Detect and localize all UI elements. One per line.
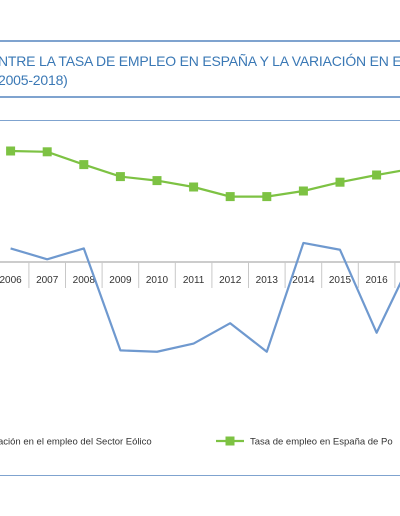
x-tick-label: 2013 xyxy=(256,275,279,286)
legend-label-wind-employment: ación en el empleo del Sector Eólico xyxy=(0,437,152,448)
chart-title-line-2: 2005-2018) xyxy=(0,72,68,88)
employment-rate-marker xyxy=(6,146,16,156)
legend-label-employment-rate: Tasa de empleo en España de Po xyxy=(250,437,393,448)
employment-rate-marker xyxy=(115,172,125,182)
chart-title-line-1: NTRE LA TASA DE EMPLEO EN ESPAÑA Y LA VA… xyxy=(0,53,400,69)
employment-rate-marker xyxy=(262,192,272,202)
title-box xyxy=(0,40,400,98)
employment-rate-marker xyxy=(42,147,52,157)
employment-rate-marker xyxy=(372,170,382,180)
x-tick-label: 2008 xyxy=(73,275,96,286)
x-tick-label: 2006 xyxy=(0,275,22,286)
employment-rate-marker xyxy=(225,192,235,202)
x-tick-label: 2009 xyxy=(109,275,132,286)
legend-swatch-employment-rate-marker xyxy=(225,436,235,446)
employment-rate-marker xyxy=(298,186,308,196)
employment-rate-marker xyxy=(189,182,199,192)
x-tick-label: 2014 xyxy=(292,275,315,286)
employment-rate-marker xyxy=(79,160,89,170)
employment-rate-marker xyxy=(335,177,345,187)
x-tick-label: 2010 xyxy=(146,275,169,286)
x-tick-label: 2016 xyxy=(365,275,388,286)
x-tick-label: 2012 xyxy=(219,275,242,286)
series-line-wind-employment xyxy=(10,241,400,353)
employment-rate-marker xyxy=(152,176,162,186)
x-tick-label: 2011 xyxy=(183,275,205,286)
x-tick-label: 2015 xyxy=(329,275,352,286)
x-tick-label: 2007 xyxy=(36,275,59,286)
series-line-employment-rate xyxy=(10,149,400,198)
chart-frame xyxy=(0,120,400,476)
